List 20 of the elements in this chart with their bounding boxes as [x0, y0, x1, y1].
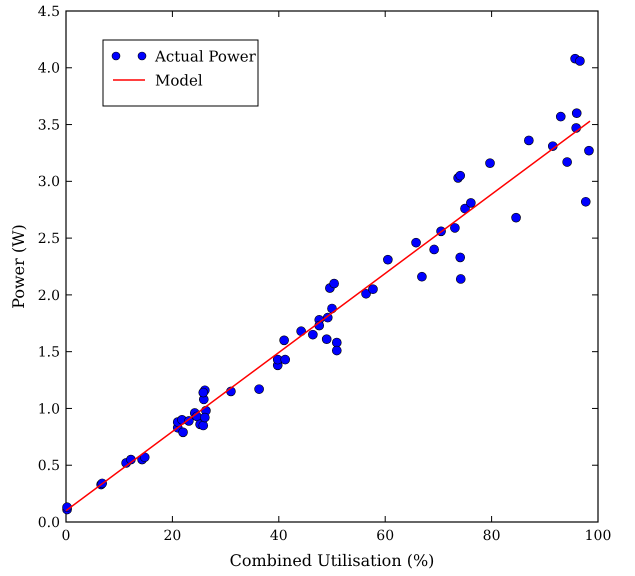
x-tick-label: 20: [163, 528, 182, 544]
y-tick-label: 2.5: [38, 231, 60, 248]
y-tick-label: 0.5: [38, 458, 60, 474]
x-tick-label: 0: [62, 528, 70, 544]
y-tick-label: 1.5: [38, 344, 60, 361]
x-tick-label: 60: [376, 528, 394, 544]
x-tick-label: 100: [584, 528, 612, 544]
legend-label: Actual Power: [154, 47, 257, 66]
y-tick-label: 1.0: [38, 401, 60, 418]
x-tick-label: 40: [270, 528, 288, 544]
y-tick-label: 3.5: [38, 117, 60, 134]
y-tick-label: 4.0: [38, 60, 60, 77]
legend-label: Model: [155, 71, 203, 90]
y-axis-title: Power (W): [9, 224, 28, 309]
x-axis-title: Combined Utilisation (%): [230, 551, 434, 570]
y-tick-label: 0.0: [38, 514, 60, 531]
y-tick-label: 4.5: [38, 4, 60, 20]
y-tick-label: 3.0: [38, 174, 60, 190]
y-tick-label: 2.0: [38, 288, 60, 304]
x-tick-label: 80: [482, 528, 501, 544]
